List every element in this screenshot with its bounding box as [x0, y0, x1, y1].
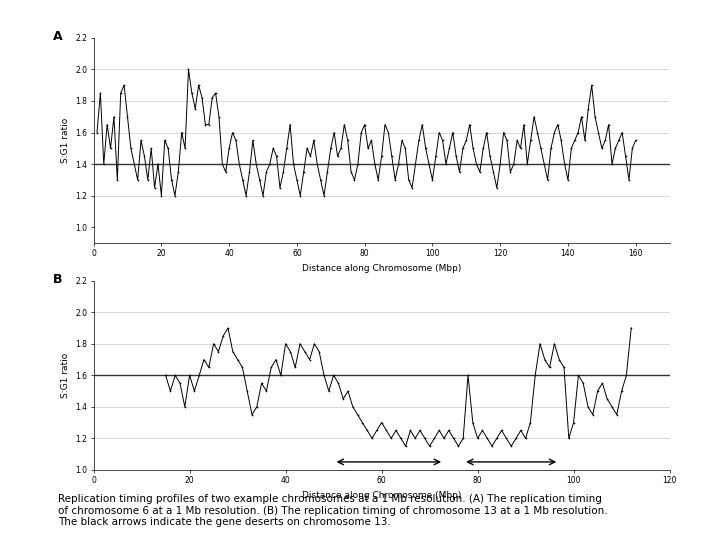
Text: A: A — [53, 30, 63, 43]
Y-axis label: S:G1 ratio: S:G1 ratio — [60, 353, 70, 398]
Text: B: B — [53, 273, 63, 286]
Text: Replication timing profiles of two example chromosomes at a 1 Mb resolution. (A): Replication timing profiles of two examp… — [58, 494, 607, 527]
X-axis label: Distance along Chromosome (Mbp): Distance along Chromosome (Mbp) — [302, 491, 462, 500]
Y-axis label: S:G1 ratio: S:G1 ratio — [60, 118, 70, 163]
X-axis label: Distance along Chromosome (Mbp): Distance along Chromosome (Mbp) — [302, 264, 462, 273]
